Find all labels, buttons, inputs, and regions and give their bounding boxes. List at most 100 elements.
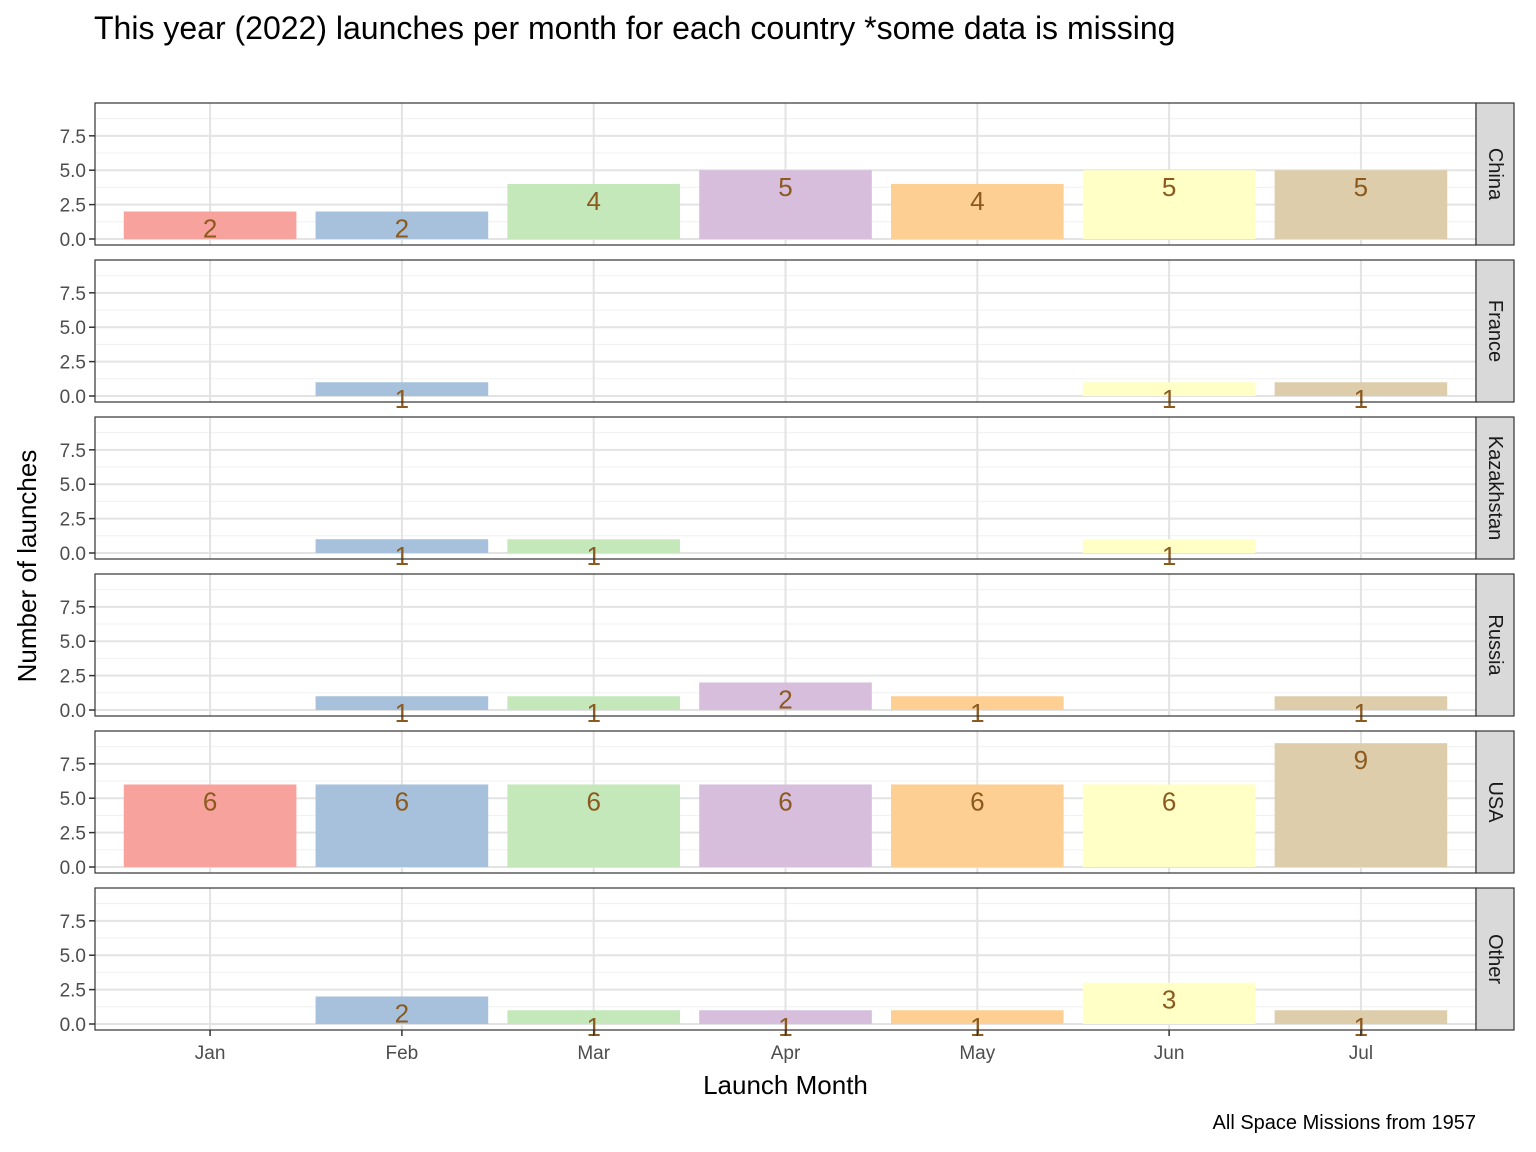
bar-china-jun [1082, 170, 1256, 239]
y-tick-label: 0.0 [60, 544, 86, 565]
bar-value-label: 6 [395, 786, 409, 816]
facet-strip [1475, 416, 1515, 560]
x-tick-label: Mar [577, 1043, 610, 1064]
bar-value-label: 1 [1162, 541, 1176, 571]
y-tick-label: 7.5 [60, 598, 86, 619]
y-tick-label: 2.5 [60, 510, 86, 531]
bar-usa-apr [699, 784, 872, 867]
y-tick-label: 2.5 [60, 824, 86, 845]
bar-value-label: 5 [1354, 172, 1368, 202]
bar-value-label: 4 [970, 186, 984, 216]
facet-label-usa: USA [1484, 781, 1506, 823]
facet-strip [1475, 887, 1515, 1031]
facet-strip [1475, 102, 1515, 246]
bar-china-mar [507, 183, 681, 239]
bar-value-label: 3 [1162, 985, 1176, 1015]
facet-label-china: China [1484, 148, 1506, 201]
y-tick-label: 7.5 [60, 284, 86, 305]
chart-caption: All Space Missions from 1957 [1212, 1112, 1476, 1134]
bar-value-label: 2 [778, 684, 792, 714]
bar-value-label: 6 [203, 786, 217, 816]
x-tick-label: May [959, 1043, 995, 1064]
bar-france-jul [1274, 382, 1448, 396]
x-axis-title: Launch Month [703, 1070, 868, 1100]
facet-strip [1475, 259, 1515, 403]
bar-usa-jun [1082, 784, 1256, 867]
bar-other-jun [1082, 982, 1256, 1024]
bar-value-label: 6 [778, 786, 792, 816]
bar-usa-feb [315, 784, 489, 867]
bar-value-label: 1 [586, 698, 600, 728]
bar-usa-may [890, 784, 1064, 867]
bar-other-mar [507, 1010, 681, 1024]
facet-label-russia: Russia [1484, 614, 1506, 676]
y-tick-label: 5.0 [60, 789, 86, 810]
x-tick-label: Jan [195, 1043, 226, 1064]
y-tick-label: 0.0 [60, 701, 86, 722]
y-tick-label: 2.5 [60, 353, 86, 374]
y-tick-label: 0.0 [60, 230, 86, 251]
y-tick-label: 5.0 [60, 632, 86, 653]
bar-value-label: 1 [1354, 1012, 1368, 1042]
bar-usa-mar [507, 784, 681, 867]
y-tick-label: 2.5 [60, 667, 86, 688]
bar-other-apr [699, 1010, 872, 1024]
y-tick-label: 0.0 [60, 858, 86, 879]
bar-value-label: 9 [1354, 745, 1368, 775]
bar-china-apr [699, 170, 872, 239]
bar-kazakhstan-mar [507, 539, 681, 553]
bar-value-label: 6 [970, 786, 984, 816]
bar-russia-may [890, 696, 1064, 710]
x-tick-label: Apr [771, 1043, 801, 1064]
bar-russia-apr [699, 682, 872, 710]
bar-china-feb [315, 211, 489, 239]
bar-france-jun [1082, 382, 1256, 396]
facet-label-france: France [1484, 300, 1506, 362]
bar-other-jul [1274, 1010, 1448, 1024]
x-tick-label: Jul [1349, 1043, 1373, 1064]
bar-china-may [890, 183, 1064, 239]
bar-value-label: 5 [1162, 172, 1176, 202]
bar-other-feb [315, 996, 489, 1024]
y-tick-label: 7.5 [60, 127, 86, 148]
y-tick-label: 0.0 [60, 1015, 86, 1036]
bar-value-label: 1 [395, 384, 409, 414]
bar-value-label: 2 [203, 213, 217, 243]
bar-value-label: 1 [586, 541, 600, 571]
bar-value-label: 4 [586, 186, 600, 216]
bar-russia-mar [507, 696, 681, 710]
bar-value-label: 1 [1354, 698, 1368, 728]
facet-label-other: Other [1484, 934, 1506, 984]
bar-kazakhstan-jun [1082, 539, 1256, 553]
facet-strip [1475, 730, 1515, 874]
bar-value-label: 1 [395, 698, 409, 728]
bar-russia-feb [315, 696, 489, 710]
bar-usa-jan [123, 784, 297, 867]
bar-usa-jul [1274, 743, 1448, 867]
y-tick-label: 5.0 [60, 946, 86, 967]
bar-value-label: 1 [395, 541, 409, 571]
bar-value-label: 2 [395, 998, 409, 1028]
bar-russia-jul [1274, 696, 1448, 710]
bar-value-label: 1 [970, 698, 984, 728]
x-tick-label: Jun [1154, 1043, 1185, 1064]
chart-title: This year (2022) launches per month for … [94, 10, 1176, 46]
y-axis-title: Number of launches [12, 450, 42, 683]
bar-value-label: 2 [395, 213, 409, 243]
facet-strip [1475, 573, 1515, 717]
bar-value-label: 6 [586, 786, 600, 816]
y-tick-label: 5.0 [60, 318, 86, 339]
bar-china-jan [123, 211, 297, 239]
x-tick-label: Feb [386, 1043, 419, 1064]
bar-value-label: 5 [778, 172, 792, 202]
y-tick-label: 7.5 [60, 912, 86, 933]
bar-value-label: 6 [1162, 786, 1176, 816]
bar-other-may [890, 1010, 1064, 1024]
y-tick-label: 7.5 [60, 755, 86, 776]
y-tick-label: 0.0 [60, 387, 86, 408]
y-tick-label: 5.0 [60, 475, 86, 496]
bar-value-label: 1 [586, 1012, 600, 1042]
bar-value-label: 1 [970, 1012, 984, 1042]
facet-label-kazakhstan: Kazakhstan [1484, 436, 1506, 541]
